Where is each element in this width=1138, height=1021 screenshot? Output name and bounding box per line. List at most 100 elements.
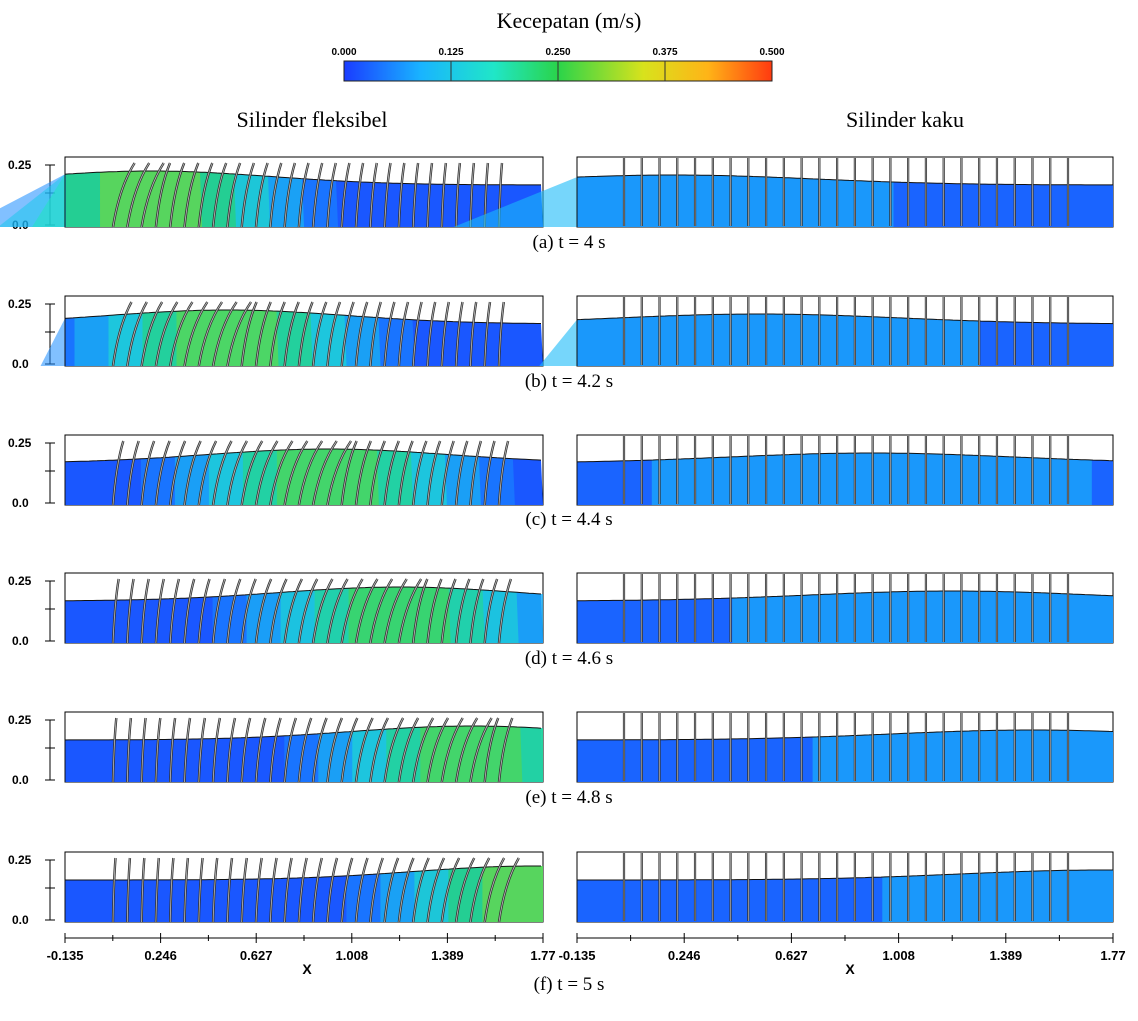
flexible-cylinder-highlight (484, 301, 491, 367)
flexible-cylinder-highlight (441, 717, 464, 783)
flexible-cylinder-highlight (141, 440, 155, 506)
y-axis-tick-label: 0.0 (12, 496, 29, 510)
flexible-cylinder-highlight (241, 857, 248, 923)
flexible-cylinder-highlight (227, 578, 241, 644)
flexible-cylinder-highlight (384, 301, 395, 367)
flexible-cylinder-highlight (312, 578, 333, 644)
flexible-cylinder-highlight (112, 301, 132, 367)
y-axis-tick-label: 0.25 (8, 853, 32, 867)
flexible-cylinder-highlight (355, 857, 368, 923)
flexible-cylinder-highlight (184, 717, 191, 783)
rigid-free-surface (576, 174, 1113, 227)
flexible-cylinder-highlight (455, 440, 468, 506)
flexible-cylinder-highlight (155, 440, 170, 506)
flexible-cylinder-highlight (184, 301, 208, 367)
flexible-velocity-zone (482, 866, 543, 922)
flexible-cylinder-highlight (369, 857, 384, 923)
x-axis-tick-label: 1.389 (990, 948, 1023, 963)
flexible-cylinder-highlight (498, 440, 509, 506)
rigid-free-surface (576, 313, 1114, 366)
flexible-cylinder-highlight (141, 578, 150, 644)
flexible-cylinder-highlight (112, 857, 116, 923)
panel-row: 0.25 0.0 (f) t = 5 s (8, 851, 1114, 995)
flexible-cylinder-highlight (227, 301, 252, 367)
rigid-free-surface (576, 452, 1114, 505)
flexible-cylinder-highlight (255, 301, 272, 367)
flexible-cylinder-highlight (284, 301, 300, 367)
flexible-cylinder-highlight (269, 301, 286, 367)
flexible-cylinder-highlight (227, 857, 233, 923)
panel-row: 0.250.0(a) t = 4 s (0, 156, 1114, 253)
flexible-cylinder-highlight (255, 440, 278, 506)
flexible-cylinder-highlight (455, 578, 470, 644)
flexible-cylinder-highlight (369, 301, 382, 367)
flexible-cylinder-highlight (126, 717, 132, 783)
panel-caption: (e) t = 4.8 s (525, 787, 612, 808)
flexible-cylinder-highlight (241, 717, 251, 783)
flexible-cylinder-highlight (126, 857, 131, 923)
flexible-cylinder-highlight (269, 578, 287, 644)
flexible-cylinder-highlight (327, 301, 341, 367)
y-axis-tick-label: 0.25 (8, 574, 32, 588)
flexible-cylinder-highlight (455, 162, 461, 228)
flexible-cylinder-highlight (427, 440, 441, 506)
x-axis-tick-label: 0.627 (240, 948, 273, 963)
flexible-cylinder-highlight (255, 857, 263, 923)
panel-row: 0.25 0.0 (e) t = 4.8 s (8, 711, 1114, 808)
flexible-cylinder-highlight (169, 440, 186, 506)
x-axis-tick-label: 0.627 (775, 948, 808, 963)
colorbar-tick-label: 0.375 (652, 47, 677, 58)
panel-row: 0.25 0.0 (d) t = 4.6 s (8, 572, 1114, 669)
flexible-cylinder-highlight (427, 717, 449, 783)
flexible-cylinder-highlight (498, 301, 505, 367)
panel-caption: (c) t = 4.4 s (525, 509, 612, 530)
flexible-cylinder-highlight (398, 440, 413, 506)
y-axis-tick-label: 0.25 (8, 158, 32, 172)
flexible-cylinder-highlight (384, 717, 404, 783)
flexible-cylinder-highlight (212, 162, 227, 228)
flexible-cylinder-highlight (155, 578, 165, 644)
flexible-cylinder-highlight (369, 578, 393, 644)
x-axis-tick-label: 1.77 (1100, 948, 1125, 963)
flexible-cylinder-highlight (427, 578, 442, 644)
flexible-cylinder-highlight (355, 162, 364, 228)
flexible-cylinder-highlight (341, 440, 357, 506)
flexible-cylinder-highlight (398, 717, 419, 783)
flexible-cylinder-highlight (384, 162, 391, 228)
y-axis-tick-label: 0.25 (8, 297, 32, 311)
x-axis-tick-label: 1.008 (336, 948, 369, 963)
flexible-cylinder-highlight (398, 301, 409, 367)
flexible-cylinder-highlight (212, 857, 218, 923)
rigid-free-surface (576, 869, 1113, 922)
rigid-free-surface (576, 590, 1114, 643)
flexible-cylinder-highlight (412, 301, 422, 367)
flexible-cylinder-highlight (284, 440, 308, 506)
flexible-cylinder-highlight (198, 717, 206, 783)
rigid-free-surface (576, 729, 1114, 782)
flexible-cylinder-highlight (241, 301, 257, 367)
flexible-cylinder-highlight (298, 301, 313, 367)
column-header-flexible: Silinder fleksibel (237, 107, 388, 132)
flexible-cylinder-highlight (112, 717, 117, 783)
flexible-cylinder-highlight (470, 301, 477, 367)
flexible-cylinder-highlight (155, 162, 171, 228)
flexible-cylinder-highlight (126, 301, 148, 367)
panel-row: 0.25 0.0 (c) t = 4.4 s (8, 434, 1114, 530)
flexible-cylinder-highlight (212, 578, 226, 644)
flexible-cylinder-highlight (441, 440, 455, 506)
flexible-cylinder-highlight (155, 301, 178, 367)
flexible-cylinder-highlight (284, 578, 303, 644)
rigid-velocity-zone (732, 591, 1113, 643)
flexible-cylinder-highlight (484, 440, 495, 506)
flexible-cylinder-highlight (198, 440, 217, 506)
panel-row: 0.25 0.0 (b) t = 4.2 s (8, 295, 1114, 392)
flexible-cylinder-highlight (269, 162, 282, 228)
flexible-cylinder-highlight (355, 301, 368, 367)
flexible-cylinder-highlight (455, 717, 478, 783)
flexible-cylinder-highlight (312, 717, 327, 783)
x-axes: -0.135 0.246 0.627 1.008 1.389 1.77 X -0.135 0.2… (47, 933, 1126, 977)
flexible-cylinder-highlight (470, 857, 490, 923)
flexible-cylinder-highlight (141, 717, 146, 783)
flexible-cylinder-highlight (298, 440, 323, 506)
flexible-cylinder-highlight (141, 857, 145, 923)
